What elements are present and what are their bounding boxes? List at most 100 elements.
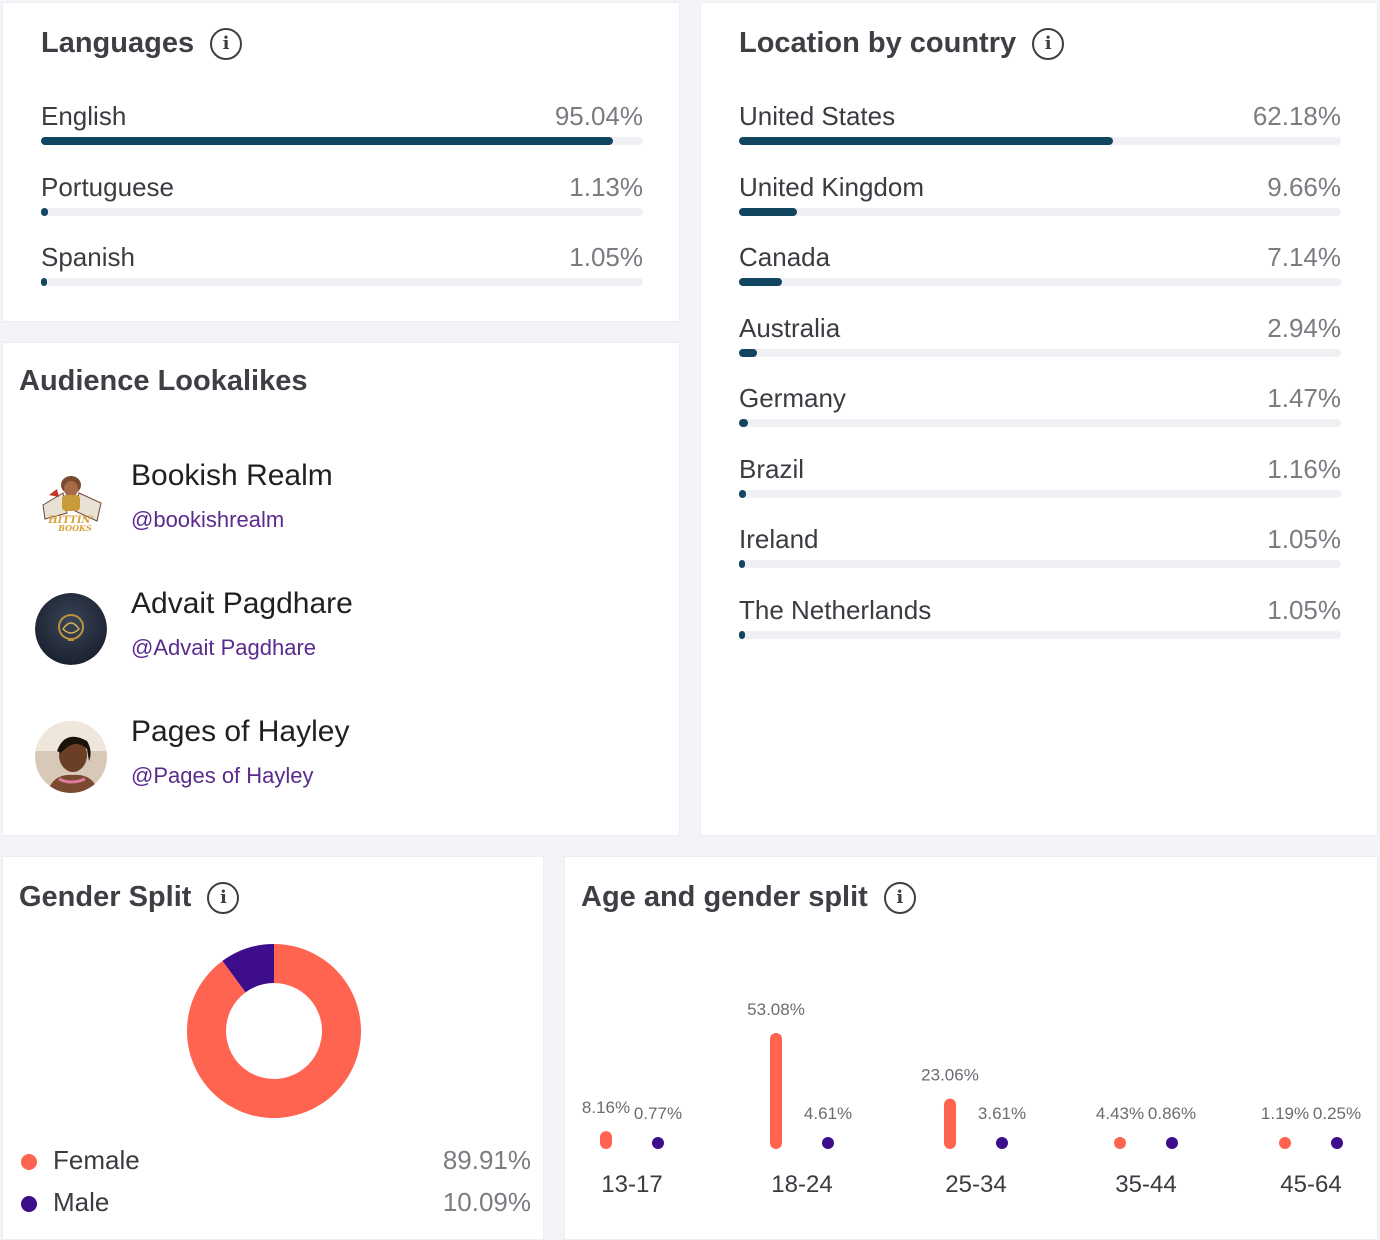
age-gender-chart: 8.16% 0.77% 13-17 53.08% 4.61% 18-24 23.06% 3.6… bbox=[582, 1000, 1361, 1198]
info-icon[interactable]: i bbox=[210, 27, 243, 60]
avatar bbox=[35, 721, 107, 793]
progress-fill bbox=[739, 348, 757, 357]
row-label: Portuguese bbox=[41, 171, 174, 202]
location-row: Germany 1.47% bbox=[739, 383, 1341, 433]
progress-fill bbox=[739, 560, 746, 568]
age-group-label: 45-64 bbox=[1280, 1171, 1341, 1198]
progress-track bbox=[41, 137, 643, 145]
row-label: United States bbox=[739, 101, 896, 131]
male-bar[interactable] bbox=[1166, 1137, 1178, 1149]
progress-track bbox=[739, 348, 1341, 357]
lookalike-item[interactable]: Advait Pagdhare @Advait Pagdhare bbox=[35, 587, 635, 667]
location-title: Location by country bbox=[739, 27, 1017, 59]
row-percent: 95.04% bbox=[554, 101, 643, 131]
location-title-wrap: Location by country i bbox=[739, 27, 1065, 60]
location-row: Brazil 1.16% bbox=[739, 454, 1341, 504]
female-bar[interactable] bbox=[770, 1033, 782, 1149]
male-bar[interactable] bbox=[1331, 1137, 1343, 1149]
location-card: Location by country i United States 62.18… bbox=[700, 2, 1378, 836]
female-value-label: 53.08% bbox=[747, 1000, 805, 1019]
location-row: Canada 7.14% bbox=[739, 242, 1341, 292]
languages-title: Languages bbox=[41, 27, 195, 59]
legend-label: Male bbox=[53, 1187, 110, 1217]
row-label: English bbox=[41, 101, 127, 131]
progress-fill bbox=[739, 489, 746, 498]
lookalike-item[interactable]: HITTIN' BOOKS Bookish Realm @bookishreal… bbox=[35, 459, 635, 539]
location-row: The Netherlands 1.05% bbox=[739, 595, 1341, 645]
lookalike-name: Pages of Hayley bbox=[131, 715, 350, 748]
male-value-label: 0.77% bbox=[634, 1104, 682, 1123]
female-bar[interactable] bbox=[1279, 1137, 1291, 1149]
male-dot-icon bbox=[21, 1196, 37, 1212]
languages-row: Spanish 1.05% bbox=[41, 242, 643, 292]
lookalikes-title: Audience Lookalikes bbox=[19, 365, 308, 397]
lookalike-name: Advait Pagdhare bbox=[131, 587, 353, 620]
legend-value: 10.09% bbox=[442, 1187, 531, 1217]
row-label: Australia bbox=[739, 312, 841, 343]
age-group-label: 18-24 bbox=[771, 1171, 832, 1198]
age-group-label: 25-34 bbox=[945, 1171, 1006, 1198]
male-bar[interactable] bbox=[996, 1137, 1008, 1149]
avatar bbox=[35, 593, 107, 665]
row-percent: 62.18% bbox=[1252, 101, 1341, 131]
male-bar[interactable] bbox=[822, 1137, 834, 1149]
male-value-label: 0.25% bbox=[1313, 1104, 1361, 1123]
age-group-label: 35-44 bbox=[1115, 1171, 1176, 1198]
row-label: Spanish bbox=[41, 242, 135, 272]
info-icon[interactable]: i bbox=[883, 881, 916, 914]
location-row: Ireland 1.05% bbox=[739, 524, 1341, 574]
lookalike-handle[interactable]: @bookishrealm bbox=[131, 507, 285, 532]
row-percent: 2.94% bbox=[1267, 312, 1341, 343]
female-value-label: 1.19% bbox=[1261, 1104, 1309, 1123]
row-percent: 9.66% bbox=[1267, 171, 1341, 202]
age-card: Age and gender split i 8.16% 0.77% 13-17 53… bbox=[564, 856, 1378, 1240]
progress-fill bbox=[739, 419, 748, 427]
age-group-label: 13-17 bbox=[601, 1171, 662, 1198]
progress-track bbox=[739, 489, 1341, 498]
progress-track bbox=[739, 207, 1341, 216]
progress-fill bbox=[739, 630, 746, 639]
lookalike-item[interactable]: Pages of Hayley @Pages of Hayley bbox=[35, 715, 635, 795]
female-bar[interactable] bbox=[600, 1131, 612, 1149]
row-percent: 1.05% bbox=[1267, 594, 1341, 625]
donut-slice-male[interactable] bbox=[222, 944, 274, 993]
row-label: United Kingdom bbox=[739, 171, 924, 202]
male-bar[interactable] bbox=[652, 1137, 664, 1149]
languages-title-wrap: Languages i bbox=[41, 27, 243, 60]
progress-fill bbox=[41, 137, 614, 145]
lookalike-name: Bookish Realm bbox=[131, 459, 333, 492]
male-value-label: 0.86% bbox=[1148, 1104, 1196, 1123]
row-label: Brazil bbox=[739, 453, 805, 484]
info-icon[interactable]: i bbox=[207, 881, 240, 914]
row-percent: 1.05% bbox=[569, 242, 643, 272]
row-percent: 1.13% bbox=[569, 171, 643, 202]
female-bar[interactable] bbox=[1114, 1137, 1126, 1149]
lookalike-handle[interactable]: @Pages of Hayley bbox=[131, 763, 314, 788]
avatar: HITTIN' BOOKS bbox=[35, 465, 107, 537]
progress-fill bbox=[41, 207, 48, 216]
gender-donut-chart bbox=[186, 944, 361, 1118]
row-label: Ireland bbox=[739, 524, 819, 554]
location-row: United States 62.18% bbox=[739, 101, 1341, 151]
languages-row: English 95.04% bbox=[41, 101, 643, 151]
progress-fill bbox=[41, 278, 48, 286]
female-bar[interactable] bbox=[944, 1098, 956, 1149]
location-row: United Kingdom 9.66% bbox=[739, 172, 1341, 222]
progress-fill bbox=[739, 207, 798, 216]
row-label: The Netherlands bbox=[739, 594, 932, 625]
lookalike-handle[interactable]: @Advait Pagdhare bbox=[131, 635, 317, 660]
progress-track bbox=[739, 137, 1341, 145]
donut-slice-female[interactable] bbox=[186, 944, 361, 1118]
progress-fill bbox=[739, 137, 1114, 145]
progress-track bbox=[739, 630, 1341, 639]
row-label: Germany bbox=[739, 383, 846, 413]
row-label: Canada bbox=[739, 242, 831, 272]
row-percent: 1.05% bbox=[1267, 524, 1341, 554]
info-icon[interactable]: i bbox=[1032, 27, 1065, 60]
male-value-label: 4.61% bbox=[804, 1104, 852, 1123]
svg-text:BOOKS: BOOKS bbox=[57, 523, 92, 533]
svg-text:HITTIN': HITTIN' bbox=[47, 515, 94, 526]
female-value-label: 23.06% bbox=[921, 1066, 979, 1085]
age-title-wrap: Age and gender split i bbox=[581, 881, 916, 914]
age-title: Age and gender split bbox=[581, 881, 868, 913]
